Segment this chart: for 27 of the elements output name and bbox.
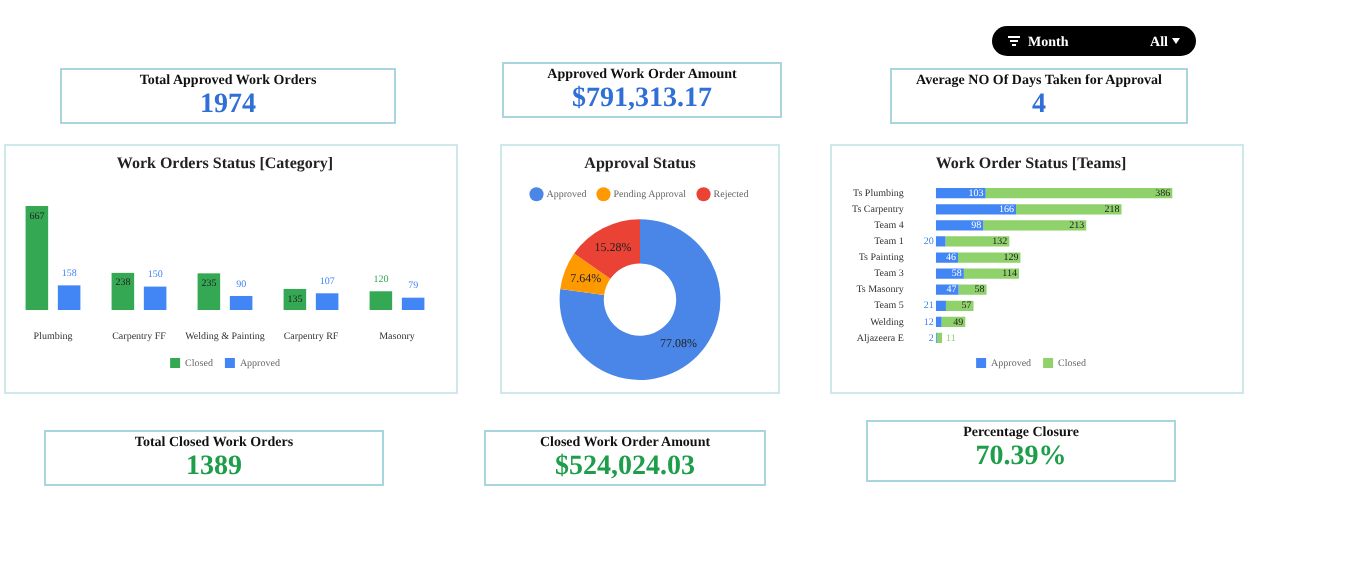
bar (935, 300, 946, 311)
bar (143, 286, 167, 310)
chart-title: Work Order Status [Teams] (935, 153, 1127, 172)
bar (401, 297, 425, 310)
bar (935, 316, 942, 328)
bar (983, 220, 1087, 231)
bar (945, 236, 1010, 247)
text: $791,313.17 (570, 84, 714, 114)
bar (935, 236, 946, 247)
text: 1974 (198, 90, 258, 120)
bar (958, 252, 1021, 263)
bar (985, 188, 1173, 199)
bar (229, 295, 253, 310)
chart-title: Approval Status (584, 153, 696, 172)
bar (25, 205, 49, 310)
text: 1389 (184, 452, 244, 482)
text: 4 (1030, 90, 1048, 120)
bar (936, 332, 943, 344)
bar (197, 273, 221, 310)
chart-title: Work Orders Status [Category] (116, 153, 334, 172)
bar (57, 285, 81, 310)
text: 70.39% (973, 442, 1069, 472)
bar (369, 291, 393, 310)
bar (315, 293, 339, 310)
bar (935, 220, 984, 231)
bar (1016, 204, 1122, 215)
text: $524,024.03 (553, 452, 697, 482)
